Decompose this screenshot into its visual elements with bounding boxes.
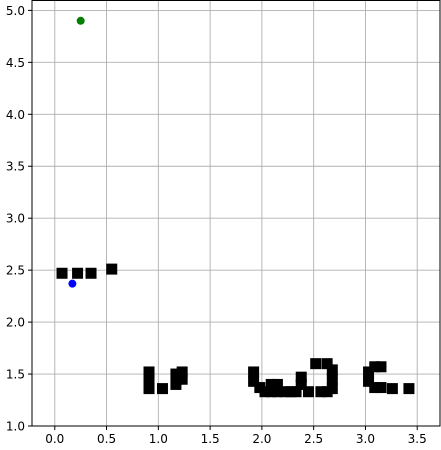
- square-point: [176, 366, 188, 378]
- square-point: [170, 378, 182, 390]
- square-point: [369, 361, 381, 373]
- square-point: [321, 386, 333, 398]
- square-point: [326, 364, 338, 376]
- square-point: [156, 383, 168, 395]
- square-point: [302, 386, 314, 398]
- square-point: [363, 366, 375, 378]
- y-tick-label: 1.0: [6, 420, 25, 434]
- square-point: [265, 386, 277, 398]
- square-point: [106, 263, 118, 275]
- square-point: [143, 383, 155, 395]
- square-point: [375, 382, 387, 394]
- square-point: [310, 358, 322, 370]
- square-point: [271, 378, 283, 390]
- x-tick-label: 2.0: [252, 432, 271, 446]
- square-point: [363, 375, 375, 387]
- y-tick-label: 1.5: [6, 368, 25, 382]
- square-point: [56, 267, 68, 279]
- square-point: [375, 361, 387, 373]
- square-point: [85, 267, 97, 279]
- blue-point: [68, 279, 77, 288]
- y-tick-label: 5.0: [6, 4, 25, 18]
- square-point: [259, 386, 271, 398]
- y-tick-label: 2.5: [6, 264, 25, 278]
- square-point: [403, 383, 415, 395]
- square-point: [248, 366, 260, 378]
- green-point: [76, 16, 85, 25]
- y-tick-label: 4.0: [6, 108, 25, 122]
- data-points: [56, 16, 415, 398]
- square-point: [143, 374, 155, 386]
- square-point: [248, 375, 260, 387]
- axes: 0.0 0.5 1.0 1.5 2.0 2.5 3.0 3.5 1.0 1.5 2.0 2.5 3.0 3…: [6, 0, 441, 446]
- square-point: [279, 386, 291, 398]
- square-point: [295, 378, 307, 390]
- square-point: [176, 373, 188, 385]
- grid: [32, 0, 440, 427]
- x-tick-label: 2.5: [304, 432, 323, 446]
- square-point: [369, 382, 381, 394]
- square-point: [271, 386, 283, 398]
- x-tick-label: 1.5: [201, 432, 220, 446]
- y-tick-label: 3.5: [6, 160, 25, 174]
- square-point: [290, 386, 302, 398]
- square-point: [265, 378, 277, 390]
- square-point: [315, 386, 327, 398]
- plot-frame: [31, 0, 441, 427]
- x-tick-label: 1.0: [149, 432, 168, 446]
- square-point: [170, 368, 182, 380]
- square-point: [321, 358, 333, 370]
- square-point: [72, 267, 84, 279]
- y-tick-label: 4.5: [6, 56, 25, 70]
- square-point: [295, 371, 307, 383]
- square-point: [143, 366, 155, 378]
- x-tick-label: 0.0: [45, 432, 64, 446]
- square-point: [386, 383, 398, 395]
- x-tick-label: 3.0: [356, 432, 375, 446]
- y-tick-label: 3.0: [6, 212, 25, 226]
- square-point: [326, 373, 338, 385]
- x-tick-label: 3.5: [408, 432, 427, 446]
- y-tick-label: 2.0: [6, 316, 25, 330]
- x-tick-label: 0.5: [97, 432, 116, 446]
